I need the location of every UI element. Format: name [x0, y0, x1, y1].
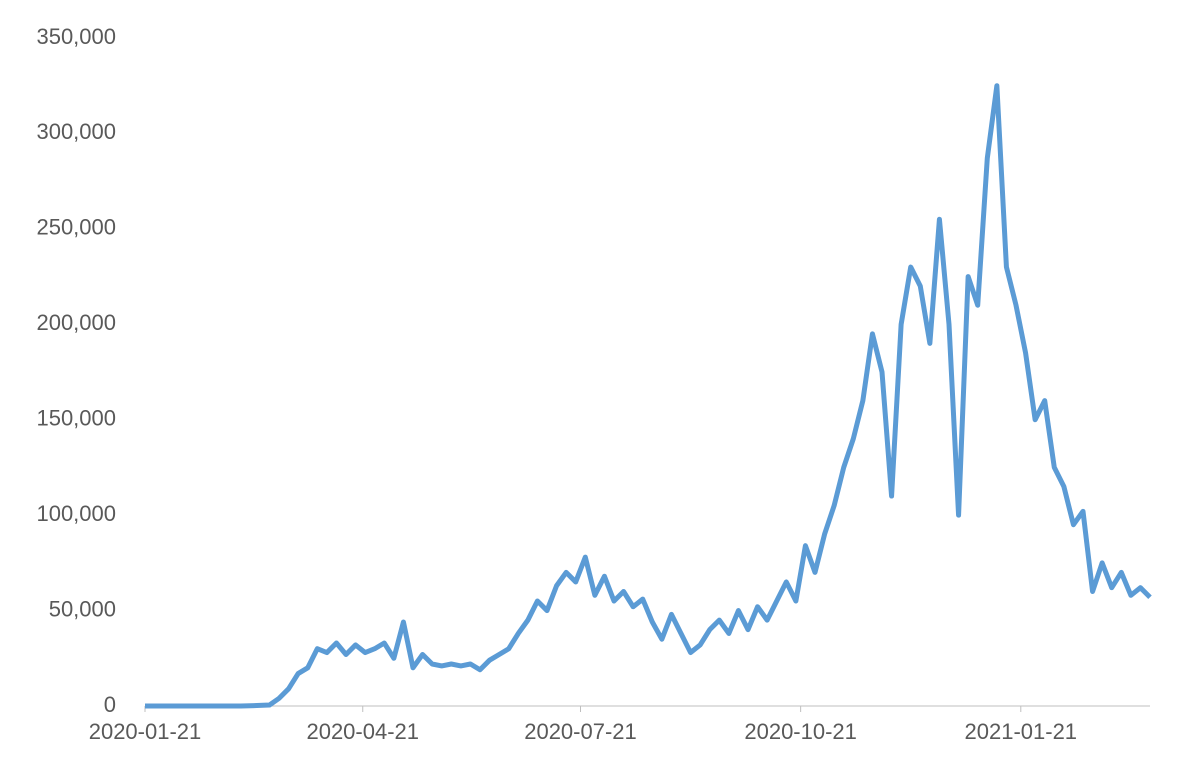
x-tick-label: 2020-07-21: [524, 719, 637, 744]
y-tick-label: 350,000: [36, 24, 116, 49]
y-tick-label: 0: [104, 692, 116, 717]
y-tick-label: 150,000: [36, 406, 116, 431]
x-tick-label: 2020-01-21: [89, 719, 202, 744]
y-tick-label: 300,000: [36, 119, 116, 144]
x-tick-label: 2020-04-21: [306, 719, 419, 744]
y-tick-label: 250,000: [36, 215, 116, 240]
x-tick-label: 2020-10-21: [744, 719, 857, 744]
y-tick-label: 100,000: [36, 501, 116, 526]
y-tick-label: 50,000: [49, 596, 116, 621]
x-tick-label: 2021-01-21: [965, 719, 1078, 744]
y-tick-label: 200,000: [36, 310, 116, 335]
data-line: [145, 83, 1152, 709]
